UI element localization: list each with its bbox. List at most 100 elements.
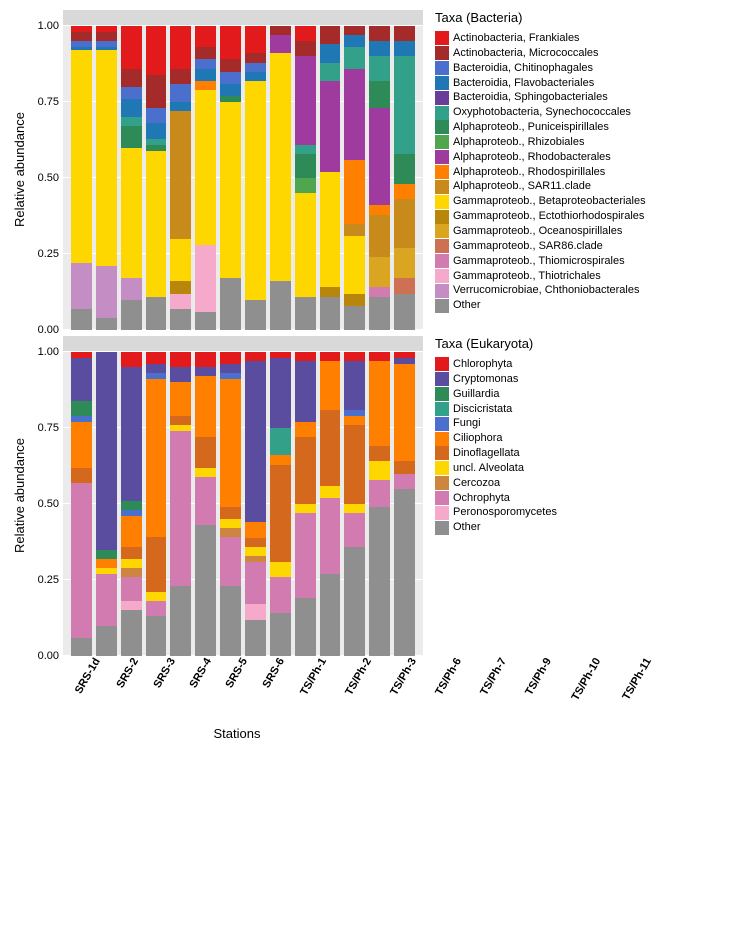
bar-segment bbox=[121, 367, 142, 501]
bar bbox=[270, 352, 291, 656]
bar bbox=[195, 26, 216, 330]
bar-segment bbox=[295, 513, 316, 598]
bar-segment bbox=[146, 364, 167, 373]
bar-segment bbox=[295, 56, 316, 144]
bar-segment bbox=[369, 81, 390, 108]
bar bbox=[195, 352, 216, 656]
bar-segment bbox=[121, 516, 142, 546]
bar bbox=[320, 26, 341, 330]
legend-swatch bbox=[435, 46, 449, 60]
legend-label: Cercozoa bbox=[453, 476, 500, 491]
legend-label: Verrucomicrobiae, Chthoniobacterales bbox=[453, 283, 640, 298]
bar-segment bbox=[344, 513, 365, 546]
bar-segment bbox=[344, 224, 365, 236]
x-axis: SRS-1dSRS-2SRS-3SRS-4SRS-5SRS-6TS/Ph-1TS… bbox=[57, 656, 417, 716]
bar-segment bbox=[195, 525, 216, 656]
bar-segment bbox=[121, 117, 142, 126]
bar-segment bbox=[96, 352, 117, 550]
bar-segment bbox=[344, 352, 365, 361]
bar-segment bbox=[320, 352, 341, 361]
bar-segment bbox=[295, 437, 316, 504]
facet-strip-top bbox=[63, 10, 423, 26]
bar-segment bbox=[220, 278, 241, 330]
y-tick: 0.25 bbox=[38, 574, 59, 586]
legend-item: Cercozoa bbox=[435, 476, 557, 491]
bar-segment bbox=[121, 126, 142, 147]
legend-item: Alphaproteob., Rhodospirillales bbox=[435, 165, 646, 180]
bar-segment bbox=[295, 26, 316, 41]
bar bbox=[344, 26, 365, 330]
bar-segment bbox=[146, 123, 167, 138]
bar-segment bbox=[71, 468, 92, 483]
y-tick: 0.75 bbox=[38, 422, 59, 434]
bar-segment bbox=[270, 358, 291, 428]
legend-label: Peronosporomycetes bbox=[453, 505, 557, 520]
bar-segment bbox=[220, 352, 241, 364]
bar-segment bbox=[195, 477, 216, 526]
bar-segment bbox=[344, 69, 365, 160]
legend-swatch bbox=[435, 417, 449, 431]
bar bbox=[121, 26, 142, 330]
bar-segment bbox=[369, 41, 390, 56]
bar-segment bbox=[220, 84, 241, 96]
bar bbox=[394, 352, 415, 656]
bar-segment bbox=[320, 297, 341, 330]
bar-segment bbox=[121, 568, 142, 577]
bar-segment bbox=[369, 26, 390, 41]
bar-segment bbox=[220, 519, 241, 528]
bar-segment bbox=[245, 361, 266, 522]
legend-label: Fungi bbox=[453, 416, 481, 431]
bar-segment bbox=[369, 446, 390, 461]
bar bbox=[96, 26, 117, 330]
legend-item: Chlorophyta bbox=[435, 357, 557, 372]
bar-segment bbox=[146, 616, 167, 656]
bar bbox=[96, 352, 117, 656]
legend-label: Alphaproteob., SAR11.clade bbox=[453, 179, 591, 194]
bar-segment bbox=[96, 266, 117, 318]
y-axis-label: Relative abundance bbox=[10, 10, 29, 330]
bar-segment bbox=[220, 364, 241, 373]
legend-label: Gammaproteob., Oceanospirillales bbox=[453, 224, 622, 239]
bar-segment bbox=[71, 309, 92, 330]
bar-segment bbox=[146, 379, 167, 537]
legend-swatch bbox=[435, 195, 449, 209]
bar-segment bbox=[195, 352, 216, 367]
bar-segment bbox=[121, 601, 142, 610]
bar-segment bbox=[220, 72, 241, 84]
legend-item: Bacteroidia, Sphingobacteriales bbox=[435, 90, 646, 105]
bar bbox=[220, 26, 241, 330]
bar-segment bbox=[245, 72, 266, 81]
legend-label: Gammaproteob., Thiotrichales bbox=[453, 269, 601, 284]
bar bbox=[369, 352, 390, 656]
legend-swatch bbox=[435, 432, 449, 446]
bar-segment bbox=[320, 486, 341, 498]
bar-segment bbox=[195, 59, 216, 68]
y-axis-bottom: 0.000.250.500.751.00 bbox=[29, 336, 63, 656]
bar-segment bbox=[121, 559, 142, 568]
bar-segment bbox=[170, 294, 191, 309]
bar-segment bbox=[71, 32, 92, 41]
legend-label: Other bbox=[453, 520, 481, 535]
plot-bacteria bbox=[63, 26, 423, 330]
bar-segment bbox=[195, 81, 216, 90]
legend-swatch bbox=[435, 491, 449, 505]
bar-segment bbox=[121, 547, 142, 559]
legend-item: Gammaproteob., Thiomicrospirales bbox=[435, 254, 646, 269]
bar-segment bbox=[71, 401, 92, 416]
legend-item: Guillardia bbox=[435, 387, 557, 402]
legend-eukaryota: Taxa (Eukaryota)ChlorophytaCryptomonasGu… bbox=[423, 336, 557, 535]
bar-segment bbox=[245, 81, 266, 300]
bar bbox=[220, 352, 241, 656]
bar bbox=[170, 26, 191, 330]
bar-segment bbox=[295, 297, 316, 330]
legend-swatch bbox=[435, 254, 449, 268]
bar bbox=[71, 26, 92, 330]
bar-segment bbox=[121, 87, 142, 99]
bar-segment bbox=[121, 26, 142, 69]
bar-segment bbox=[320, 44, 341, 62]
legend-label: Dinoflagellata bbox=[453, 446, 520, 461]
bar-segment bbox=[245, 300, 266, 330]
legend-swatch bbox=[435, 91, 449, 105]
legend-label: Actinobacteria, Micrococcales bbox=[453, 46, 599, 61]
legend-item: Dinoflagellata bbox=[435, 446, 557, 461]
